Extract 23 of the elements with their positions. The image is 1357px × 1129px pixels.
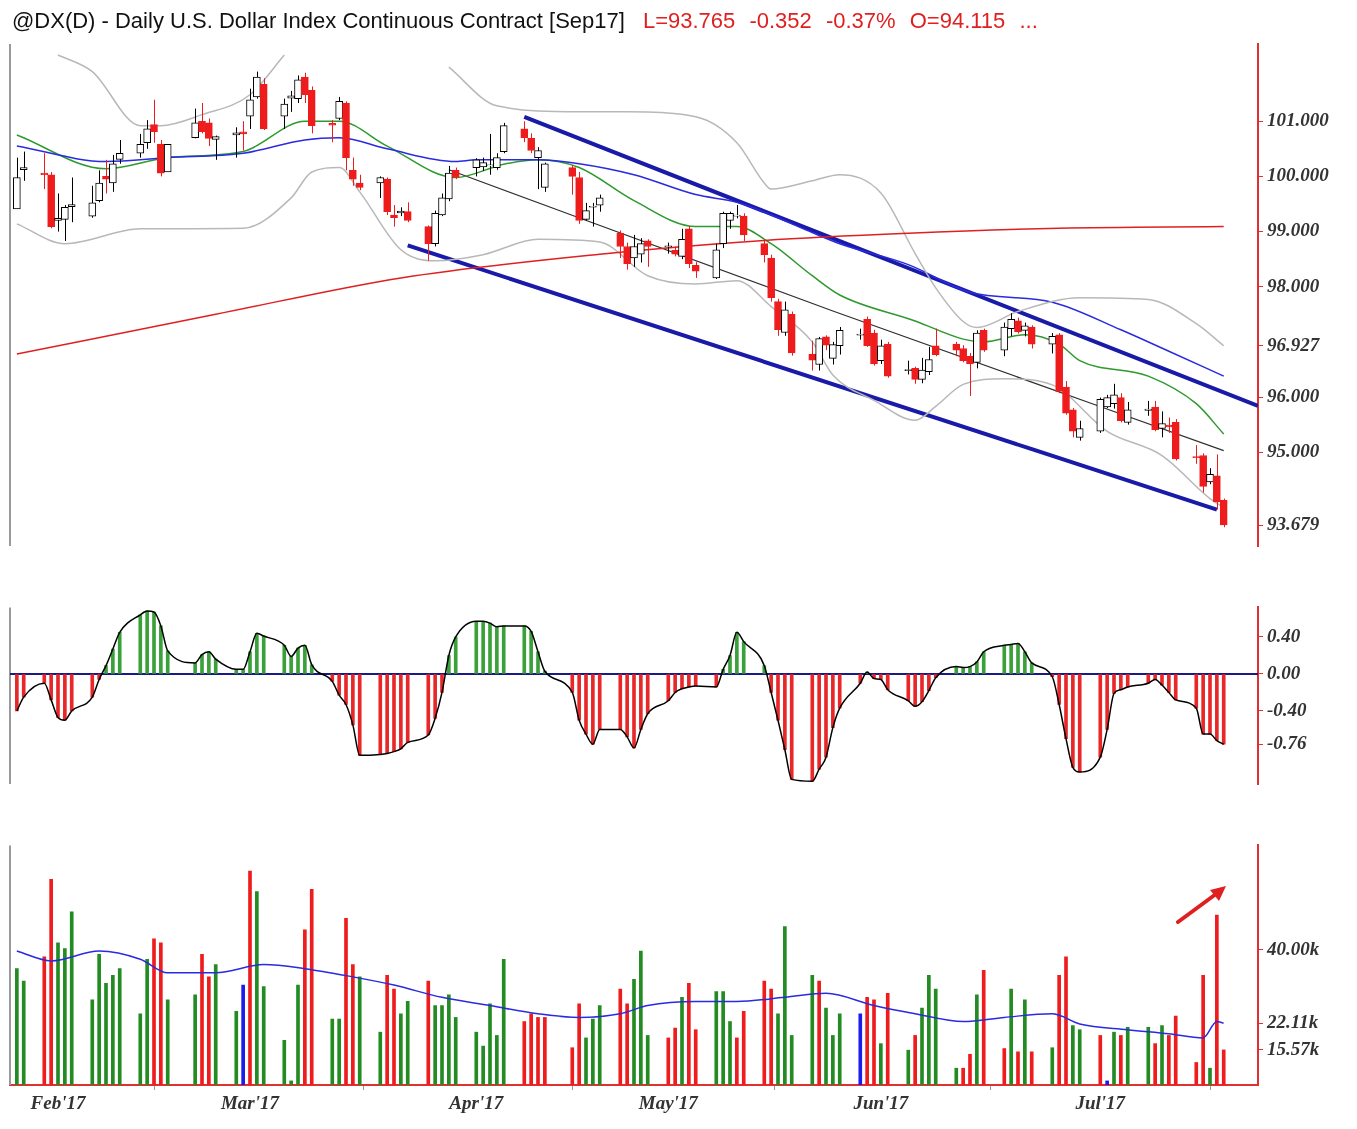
y-tick-label: 15.57k [1267,1037,1320,1059]
y-tick-label: -0.40 [1267,698,1308,720]
y-tick-label: 0.00 [1267,661,1301,683]
y-tick-label: 100.000 [1267,164,1330,186]
x-tick-label: Mar'17 [219,1092,281,1114]
x-tick-label: Jun'17 [852,1092,910,1114]
x-tick-label: Feb'17 [29,1092,87,1114]
y-tick-label: 40.00k [1266,937,1320,959]
y-tick-label: 98.000 [1267,274,1320,296]
y-tick-label: 0.40 [1267,624,1301,646]
y-tick-label: 96.927 [1267,333,1321,355]
y-tick-label: 101.000 [1267,109,1330,131]
y-tick-label: 22.11k [1266,1011,1319,1033]
y-tick-label: 96.000 [1267,384,1320,406]
y-tick-label: 93.679 [1267,513,1320,534]
x-tick-label: Jul'17 [1074,1092,1127,1114]
x-tick-label: Apr'17 [448,1092,505,1114]
y-tick-label: 99.000 [1267,219,1320,241]
chart-subtitle: L=93.765 -0.352 -0.37% O=94.115 ... [642,8,1038,33]
y-tick-label: 95.000 [1267,440,1320,462]
x-tick-label: May'17 [637,1092,700,1114]
chart-title: @DX(D) - Daily U.S. Dollar Index Continuous Contract [Sep17] [12,8,625,33]
y-tick-label: -0.76 [1267,732,1308,754]
